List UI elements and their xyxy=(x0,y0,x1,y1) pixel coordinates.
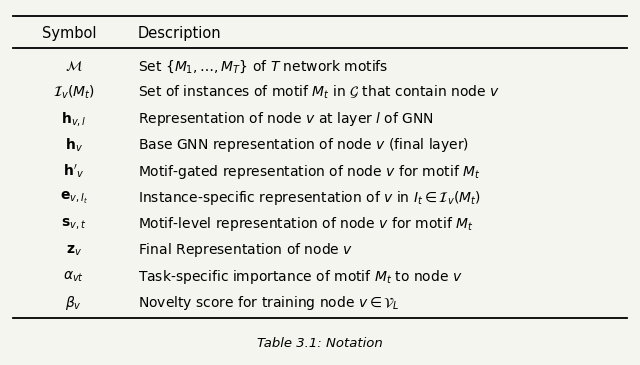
Text: Base GNN representation of node $v$ (final layer): Base GNN representation of node $v$ (fin… xyxy=(138,136,468,154)
Text: $\mathcal{I}_v(M_t)$: $\mathcal{I}_v(M_t)$ xyxy=(52,84,95,101)
Text: Motif-level representation of node $v$ for motif $M_t$: Motif-level representation of node $v$ f… xyxy=(138,215,473,233)
Text: $\mathbf{s}_{v,t}$: $\mathbf{s}_{v,t}$ xyxy=(61,216,86,232)
Text: $\mathbf{e}_{v,I_t}$: $\mathbf{e}_{v,I_t}$ xyxy=(60,190,88,206)
Text: $\mathcal{M}$: $\mathcal{M}$ xyxy=(65,59,83,73)
Text: $\alpha_{vt}$: $\alpha_{vt}$ xyxy=(63,269,84,284)
Text: $\mathbf{h}_{v,l}$: $\mathbf{h}_{v,l}$ xyxy=(61,110,86,128)
Text: $\mathbf{h}_v$: $\mathbf{h}_v$ xyxy=(65,137,83,154)
Text: Table 3.1: Notation: Table 3.1: Notation xyxy=(257,337,383,350)
Text: Representation of node $v$ at layer $l$ of GNN: Representation of node $v$ at layer $l$ … xyxy=(138,110,433,128)
Text: $\beta_v$: $\beta_v$ xyxy=(65,294,82,312)
Text: Symbol: Symbol xyxy=(42,26,96,41)
Text: Final Representation of node $v$: Final Representation of node $v$ xyxy=(138,241,353,260)
Text: Instance-specific representation of $v$ in $I_t \in \mathcal{I}_v(M_t)$: Instance-specific representation of $v$ … xyxy=(138,189,481,207)
Text: $\mathbf{h}'_v$: $\mathbf{h}'_v$ xyxy=(63,163,84,180)
Text: Description: Description xyxy=(138,26,221,41)
Text: Novelty score for training node $v \in \mathcal{V}_L$: Novelty score for training node $v \in \… xyxy=(138,294,399,312)
Text: $\mathbf{z}_v$: $\mathbf{z}_v$ xyxy=(65,243,82,258)
Text: Motif-gated representation of node $v$ for motif $M_t$: Motif-gated representation of node $v$ f… xyxy=(138,162,480,181)
Text: Task-specific importance of motif $M_t$ to node $v$: Task-specific importance of motif $M_t$ … xyxy=(138,268,462,286)
Text: Set $\{M_1,\ldots,M_T\}$ of $T$ network motifs: Set $\{M_1,\ldots,M_T\}$ of $T$ network … xyxy=(138,58,388,75)
Text: Set of instances of motif $M_t$ in $\mathcal{G}$ that contain node $v$: Set of instances of motif $M_t$ in $\mat… xyxy=(138,84,499,101)
